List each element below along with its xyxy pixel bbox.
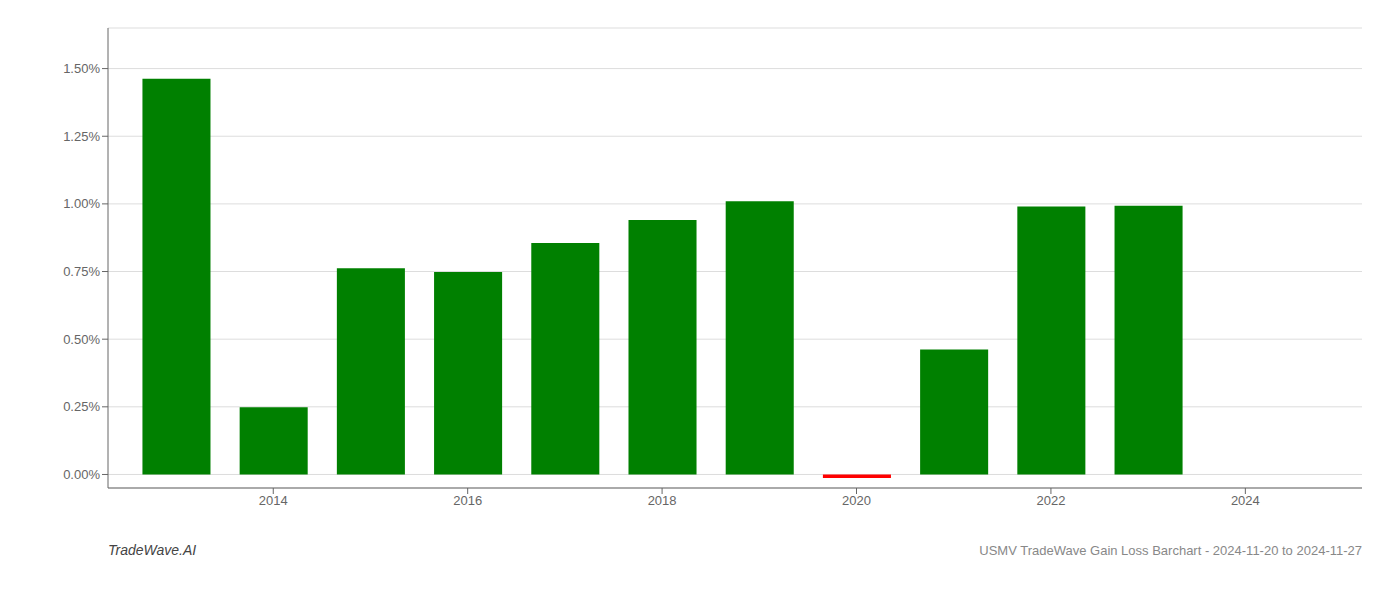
svg-text:2022: 2022 [1036,493,1065,508]
svg-text:0.25%: 0.25% [63,399,100,414]
svg-text:2016: 2016 [453,493,482,508]
svg-text:2020: 2020 [842,493,871,508]
svg-text:2014: 2014 [259,493,288,508]
svg-text:1.50%: 1.50% [63,61,100,76]
svg-text:0.00%: 0.00% [63,467,100,482]
svg-text:0.75%: 0.75% [63,264,100,279]
svg-text:2018: 2018 [648,493,677,508]
svg-text:0.50%: 0.50% [63,332,100,347]
svg-text:1.00%: 1.00% [63,196,100,211]
svg-text:1.25%: 1.25% [63,129,100,144]
html-text:USMV TradeWave Gain Loss Barch: USMV TradeWave Gain Loss Barchart - 2024… [979,543,1362,558]
svg-text:2024: 2024 [1231,493,1260,508]
html-text:TradeWave.AI: TradeWave.AI [108,542,197,558]
